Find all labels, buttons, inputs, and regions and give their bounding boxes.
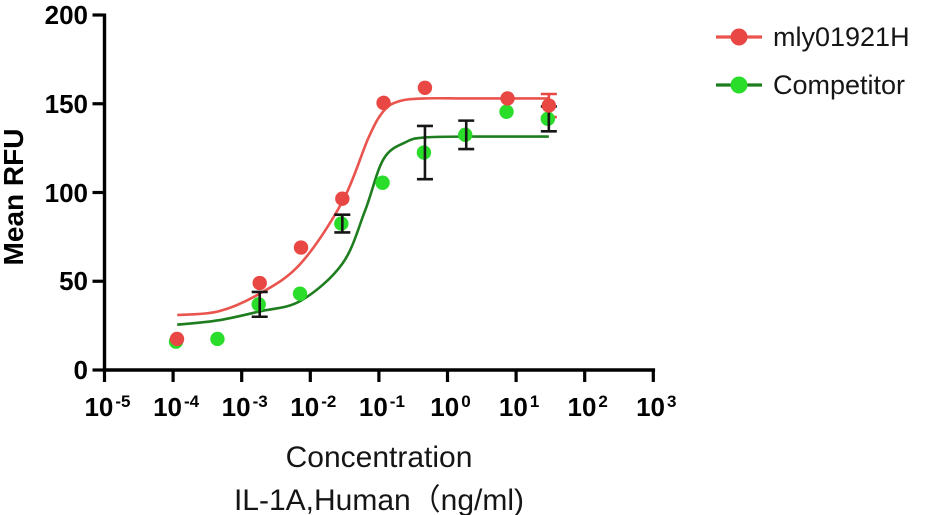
x-tick-exponent: 2	[598, 392, 608, 411]
x-tick-base: 10	[84, 392, 114, 422]
x-tick-base: 10	[636, 392, 666, 422]
x-tick-label-10e3: 10 3	[614, 391, 698, 423]
x-tick-base: 10	[221, 392, 251, 422]
y-tick-label-50: 50	[59, 266, 88, 297]
legend-marker-dot-mly01921H	[730, 28, 748, 46]
data-point-mly01921H	[541, 98, 557, 113]
legend-label-mly01921H: mly01921H	[773, 22, 910, 52]
x-tick-base: 10	[290, 392, 320, 422]
data-point-Competitor	[375, 175, 390, 190]
x-tick-base: 10	[153, 392, 182, 422]
x-tick-label-10e-5: 10 -5	[66, 391, 150, 423]
data-point-Competitor	[210, 331, 225, 347]
x-tick-exponent: -1	[389, 392, 405, 411]
x-tick-exponent: -4	[183, 392, 200, 411]
x-tick-label-10e-1: 10 -1	[340, 391, 424, 423]
x-tick-exponent: 0	[461, 392, 471, 411]
data-point-mly01921H	[335, 191, 350, 206]
data-point-mly01921H	[417, 80, 433, 95]
x-tick-label-10e-3: 10 -3	[203, 391, 287, 423]
data-point-Competitor	[292, 286, 308, 301]
data-point-mly01921H	[169, 331, 185, 347]
x-tick-label-10e-4: 10 -4	[134, 391, 218, 423]
x-tick-base: 10	[567, 392, 597, 422]
x-tick-label-10e0: 10 0	[409, 391, 493, 423]
x-tick-label-10e-2: 10 -2	[271, 391, 355, 423]
data-point-mly01921H	[252, 275, 267, 291]
x-tick-exponent: -3	[252, 392, 268, 411]
y-tick-label-200: 200	[44, 0, 88, 30]
x-tick-base: 10	[498, 392, 528, 422]
x-tick-exponent: -2	[321, 392, 337, 411]
y-tick-label-0: 0	[73, 355, 88, 385]
x-tick-label-10e1: 10 1	[477, 391, 561, 423]
x-tick-exponent: 1	[529, 392, 540, 411]
x-tick-base: 10	[358, 392, 388, 422]
data-point-mly01921H	[500, 91, 515, 106]
data-point-mly01921H	[293, 240, 309, 255]
x-tick-exponent: -5	[115, 392, 131, 411]
data-point-mly01921H	[376, 95, 391, 111]
fit-curve-mly01921H	[177, 96, 549, 317]
x-tick-base: 10	[430, 392, 460, 422]
x-tick-exponent: 3	[667, 392, 677, 411]
y-tick-label-100: 100	[44, 177, 88, 208]
y-tick-label-150: 150	[44, 88, 88, 119]
x-tick-label-10e2: 10 2	[546, 391, 630, 423]
x-axis-title-line2: IL-1A,Human（ng/ml)	[233, 484, 525, 515]
legend-marker-dot-Competitor	[730, 76, 748, 94]
fit-curve-Competitor	[177, 135, 549, 326]
x-axis-title-line1: Concentration	[285, 441, 473, 474]
data-point-Competitor	[499, 104, 514, 119]
legend-label-competitor: Competitor	[773, 70, 906, 100]
